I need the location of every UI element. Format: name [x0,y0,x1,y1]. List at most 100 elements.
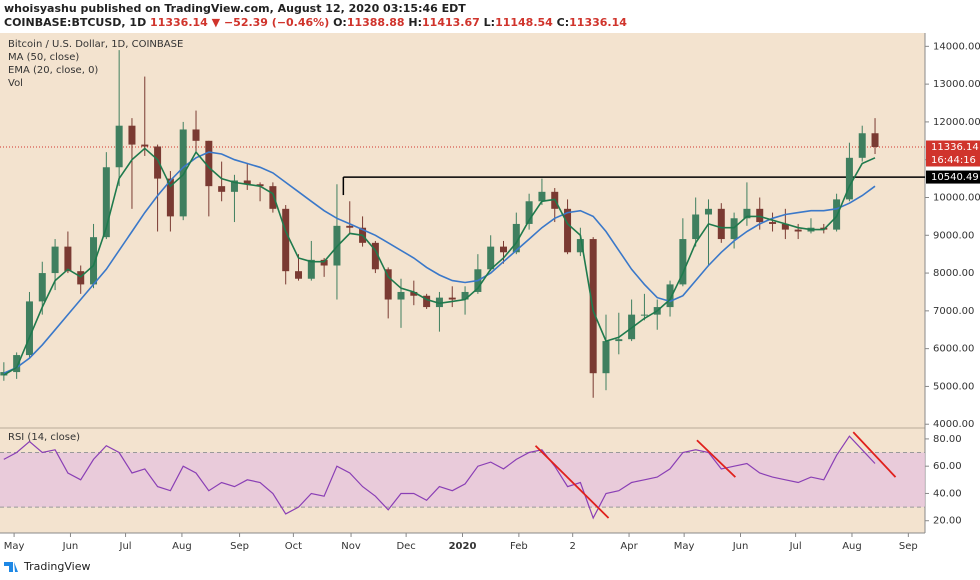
candle-body [25,301,33,356]
candle-body [192,129,200,141]
header-line: whoisyashu published on TradingView.com,… [4,2,466,15]
candle-body [615,339,623,342]
moving-average [3,147,876,376]
candle-body [743,208,751,219]
rsi-title: RSI (14, close) [8,432,80,443]
candle-body [538,191,546,202]
level-label: 10540.49 [931,172,979,183]
candle-body [730,218,738,240]
last: 11336.14 [150,16,208,29]
ohlc-value: 11148.54 [495,16,553,29]
x-tick-label: Jun [62,541,79,552]
candle-body [640,314,648,316]
rsi-line [3,435,876,520]
candle-body [230,180,238,192]
chart-title: Bitcoin / U.S. Dollar, 1D, COINBASE [8,39,183,50]
x-tick-label: Apr [620,541,638,552]
candle-body [435,297,443,308]
brand: TradingView [4,560,90,573]
legend-entry: MA (50, close) [8,52,79,63]
candle-body [692,214,700,240]
moving-average [3,151,876,374]
y-tick-label: 13000.00 [933,79,980,90]
candle-body [269,186,277,209]
y-tick-label: 4000.00 [933,419,974,430]
candle-body [781,223,789,230]
legend-entry: Vol [8,78,23,89]
x-tick-label: Oct [285,541,302,552]
symbol: COINBASE:BTCUSD, 1D [4,16,146,29]
y-tick-label: 5000.00 [933,381,974,392]
candle-body [845,157,853,200]
y-tick-label: 7000.00 [933,306,974,317]
candle-body [769,222,777,224]
x-tick-label: Sep [230,541,249,552]
ohlc-key: H: [408,16,422,29]
candle-body [205,140,213,187]
candle-body [410,291,418,296]
brand-icon [4,562,18,572]
x-tick-label: Jul [789,541,802,552]
candle-body [602,341,610,374]
x-tick-label: Jun [732,541,749,552]
ohlc-key: C: [557,16,569,29]
candle-body [218,186,226,192]
y-tick-label: 8000.00 [933,268,974,279]
x-tick-label: Jul [119,541,132,552]
candle-body [666,284,674,308]
ohlc-key: O: [333,16,347,29]
change: ▼ −52.39 (−0.46%) [212,16,330,29]
candle-body [756,208,764,223]
x-tick-label: 2 [569,541,575,552]
last-price-label-bg [926,140,980,154]
candle-body [576,239,584,253]
x-tick-label: Sep [899,541,918,552]
candle-body [704,208,712,215]
y-tick-label: 40.00 [933,488,962,499]
candle-body [461,291,469,300]
y-tick-label: 6000.00 [933,344,974,355]
candle-body [423,295,431,308]
trendline [696,439,737,478]
candle-body [371,242,379,270]
candle-body [166,178,174,217]
countdown-label: 16:44:16 [931,155,976,166]
candle-body [141,144,149,147]
x-tick-label: Dec [396,541,415,552]
candle-body [256,184,264,187]
candle-body [102,167,110,238]
candle-body [115,125,123,168]
y-tick-label: 20.00 [933,516,962,527]
y-tick-label: 60.00 [933,461,962,472]
countdown-label-bg [926,153,980,167]
candle-body [0,372,8,376]
candle-body [90,237,98,285]
candle-body [397,291,405,300]
x-tick-label: Aug [172,541,192,552]
candle-body [858,133,866,158]
candle-body [77,271,85,285]
candle-body [512,223,520,253]
ohlc-key: L: [484,16,495,29]
header-quote: COINBASE:BTCUSD, 1D 11336.14 ▼ −52.39 (−… [4,16,627,29]
candle-body [448,297,456,300]
level-label-bg [926,170,980,184]
candle-body [13,355,21,373]
candle-body [564,208,572,253]
candle-body [128,125,136,145]
ohlc-value: 11413.67 [422,16,480,29]
candle-body [499,246,507,253]
plot-layer: 4000.00 5000.00 6000.00 7000.00 8000.00 9000.… [0,41,980,552]
candle-body [320,259,328,266]
candle-body [64,246,72,272]
candle-body [154,146,162,179]
candle-body [487,246,495,270]
x-tick-label: Aug [842,541,862,552]
ohlc-value: 11388.88 [347,16,405,29]
y-tick-label: 14000.00 [933,41,980,52]
x-tick-label: May [4,541,25,552]
candle-body [346,225,354,228]
plot-bg [0,33,925,533]
x-tick-label: 2020 [449,541,477,552]
